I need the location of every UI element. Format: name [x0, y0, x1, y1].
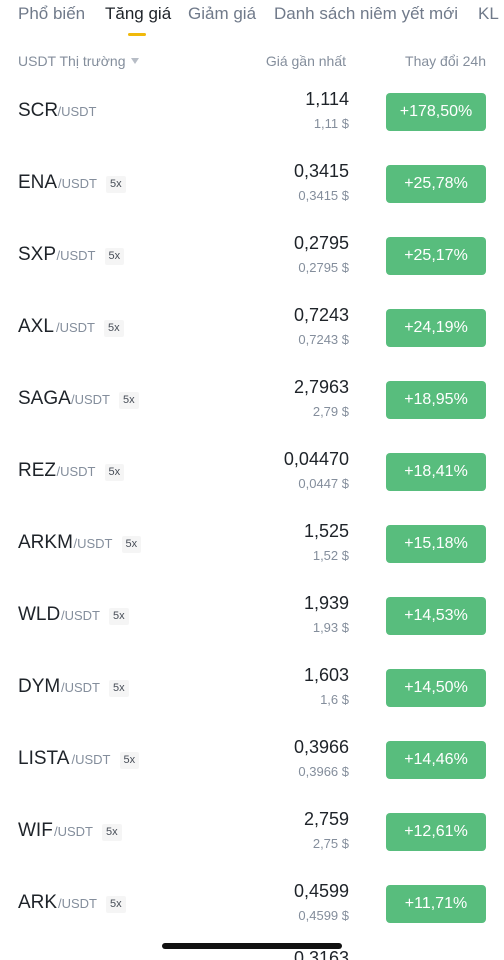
leverage-badge: 5x — [119, 752, 140, 769]
pair-quote: /USDT — [58, 176, 97, 191]
pair-quote: /USDT — [54, 824, 93, 839]
leverage-badge: 5x — [119, 392, 139, 409]
market-row[interactable]: WIF/USDT 5x 2,759 2,75 $ +12,61% — [0, 796, 504, 868]
price-usd: 0,7243 $ — [298, 332, 349, 347]
leverage-badge: 5x — [104, 464, 125, 481]
price-usd: 0,2795 $ — [298, 260, 349, 275]
change-24h-badge[interactable]: +14,46% — [386, 741, 486, 779]
tab-new-listings[interactable]: Danh sách niêm yết mới — [274, 4, 459, 23]
pair-symbol: REZ — [18, 460, 56, 481]
tab-volume[interactable]: KL — [478, 4, 499, 23]
leverage-badge: 5x — [104, 320, 124, 337]
pair-symbol: ARK — [18, 892, 58, 913]
pair-quote: /USDT — [56, 248, 96, 263]
leverage-badge: 5x — [109, 680, 129, 697]
market-row[interactable]: ARKM/USDT 5x 1,525 1,52 $ +15,18% — [0, 508, 504, 580]
last-price: 0,04470 — [283, 449, 349, 469]
change-24h-badge[interactable]: +11,71% — [386, 885, 486, 923]
pair-symbol: ENA — [18, 172, 58, 193]
last-price: 0,3415 — [293, 161, 349, 181]
price-usd: 2,75 $ — [312, 836, 349, 851]
leverage-badge: 5x — [104, 248, 125, 265]
market-row[interactable]: SXP/USDT 5x 0,2795 0,2795 $ +25,17% — [0, 220, 504, 292]
pair-quote: /USDT — [56, 320, 95, 335]
market-row[interactable]: LISTA/USDT 5x 0,3966 0,3966 $ +14,46% — [0, 724, 504, 796]
last-price: 2,7963 — [293, 377, 349, 397]
price-usd: 1,6 $ — [320, 692, 349, 707]
list-header: USDT Thị trường Giá gần nhất Thay đổi 24… — [0, 51, 504, 73]
pair-symbol: WIF — [18, 820, 53, 841]
last-price: 0,2795 — [293, 233, 349, 253]
price-usd: 0,0447 $ — [298, 476, 349, 491]
leverage-badge: 5x — [102, 824, 122, 841]
change-24h-column-label[interactable]: Thay đổi 24h — [405, 53, 486, 69]
last-price: 1,939 — [303, 593, 349, 613]
partially-hidden-price: 0,3163 — [293, 948, 349, 960]
pair-quote: /USDT — [61, 680, 100, 695]
pair-quote: /USDT — [73, 536, 113, 551]
pair-symbol: SCR — [18, 100, 59, 121]
last-price-column-label[interactable]: Giá gần nhất — [265, 53, 346, 69]
pair-quote: /USDT — [61, 608, 100, 623]
sort-by-market[interactable]: USDT Thị trường — [18, 53, 139, 69]
market-column-label: USDT Thị trường — [18, 53, 126, 69]
last-price: 1,603 — [303, 665, 349, 685]
pair-quote: /USDT — [71, 392, 110, 407]
change-24h-badge[interactable]: +12,61% — [386, 813, 486, 851]
tab-popular[interactable]: Phổ biến — [18, 4, 86, 23]
pair-symbol: DYM — [18, 676, 61, 697]
last-price: 2,759 — [303, 809, 349, 829]
pair-symbol: LISTA — [18, 748, 70, 769]
market-row[interactable]: ARK/USDT 5x 0,4599 0,4599 $ +11,71% — [0, 868, 504, 940]
change-24h-badge[interactable]: +25,78% — [386, 165, 486, 203]
market-row[interactable]: AXL/USDT 5x 0,7243 0,7243 $ +24,19% — [0, 292, 504, 364]
leverage-badge: 5x — [106, 896, 126, 913]
active-tab-indicator — [128, 33, 146, 36]
change-24h-badge[interactable]: +24,19% — [386, 309, 486, 347]
leverage-badge: 5x — [121, 536, 142, 553]
last-price: 0,7243 — [293, 305, 349, 325]
market-tabs: Phổ biến Tăng giá Giảm giá Danh sách niê… — [0, 0, 504, 40]
market-row[interactable]: WLD/USDT 5x 1,939 1,93 $ +14,53% — [0, 580, 504, 652]
change-24h-badge[interactable]: +14,50% — [386, 669, 486, 707]
last-price: 0,4599 — [293, 881, 349, 901]
pair-quote: /USDT — [58, 896, 97, 911]
market-row[interactable]: DYM/USDT 5x 1,603 1,6 $ +14,50% — [0, 652, 504, 724]
change-24h-badge[interactable]: +14,53% — [386, 597, 486, 635]
pair-symbol: AXL — [18, 316, 54, 337]
price-usd: 1,11 $ — [313, 116, 349, 131]
market-row[interactable]: REZ/USDT 5x 0,04470 0,0447 $ +18,41% — [0, 436, 504, 508]
market-row[interactable]: ENA/USDT 5x 0,3415 0,3415 $ +25,78% — [0, 148, 504, 220]
pair-quote: /USDT — [71, 752, 111, 767]
last-price: 1,525 — [303, 521, 349, 541]
leverage-badge: 5x — [106, 176, 126, 193]
price-usd: 1,93 $ — [312, 620, 349, 635]
sort-caret-icon — [130, 58, 139, 64]
tab-losers[interactable]: Giảm giá — [188, 4, 257, 23]
change-24h-badge[interactable]: +15,18% — [386, 525, 486, 563]
market-row[interactable]: SCR/USDT 1,114 1,11 $ +178,50% — [0, 76, 504, 148]
price-usd: 0,3415 $ — [298, 188, 349, 203]
market-list: SCR/USDT 1,114 1,11 $ +178,50% ENA/USDT 5x 0,3… — [0, 76, 504, 940]
tab-gainers[interactable]: Tăng giá — [105, 4, 172, 23]
price-usd: 0,4599 $ — [298, 908, 349, 923]
change-24h-badge[interactable]: +25,17% — [386, 237, 486, 275]
pair-symbol: ARKM — [18, 532, 73, 553]
pair-symbol: WLD — [18, 604, 61, 625]
change-24h-badge[interactable]: +178,50% — [386, 93, 486, 131]
change-24h-badge[interactable]: +18,95% — [386, 381, 486, 419]
home-indicator — [162, 943, 342, 949]
pair-symbol: SXP — [18, 244, 57, 265]
market-row[interactable]: SAGA/USDT 5x 2,7963 2,79 $ +18,95% — [0, 364, 504, 436]
pair-quote: /USDT — [56, 464, 96, 479]
leverage-badge: 5x — [109, 608, 129, 625]
last-price: 1,114 — [305, 89, 349, 109]
last-price: 0,3966 — [293, 737, 349, 757]
price-usd: 0,3966 $ — [298, 764, 349, 779]
price-usd: 2,79 $ — [312, 404, 349, 419]
change-24h-badge[interactable]: +18,41% — [386, 453, 486, 491]
pair-quote: /USDT — [57, 104, 97, 119]
pair-symbol: SAGA — [18, 388, 71, 409]
price-usd: 1,52 $ — [312, 548, 349, 563]
